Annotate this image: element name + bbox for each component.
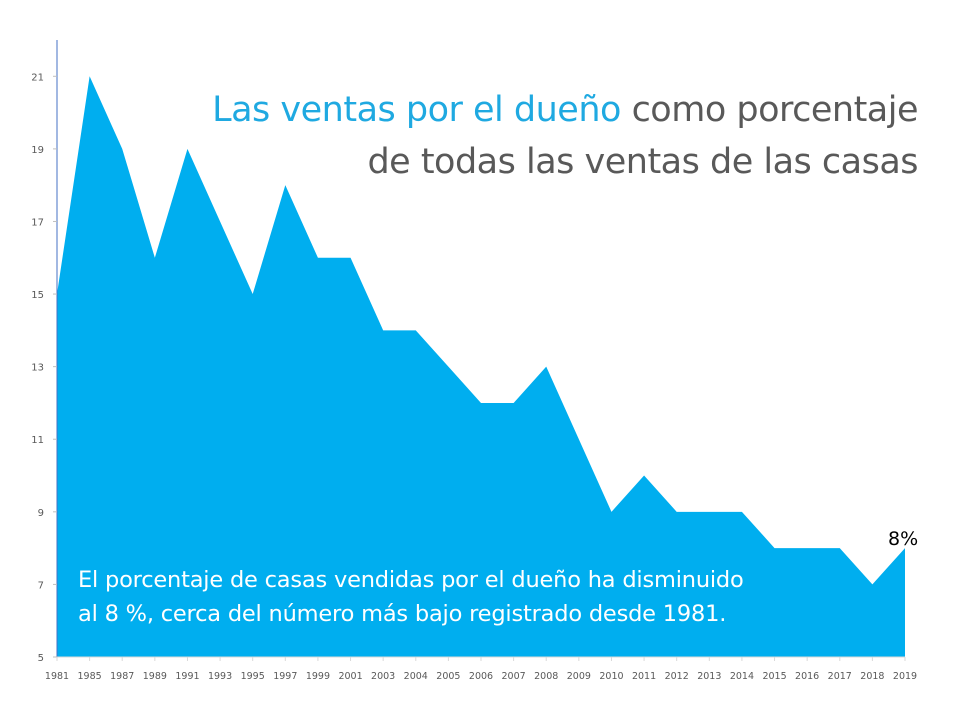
chart-annotation: El porcentaje de casas vendidas por el d… [78,563,744,631]
x-tick-label: 2007 [502,671,526,682]
x-tick-label: 2018 [860,671,884,682]
y-tick-label: 5 [38,653,44,664]
x-tick-label: 2016 [795,671,819,682]
title-rest: como porcentaje [620,90,919,130]
x-tick-label: 2006 [469,671,493,682]
x-tick-label: 2010 [599,671,623,682]
y-tick-label: 15 [31,290,44,301]
title-highlight: Las ventas por el dueño [212,90,621,130]
x-tick-label: 2011 [632,671,656,682]
x-tick-label: 1987 [110,671,134,682]
x-tick-label: 1985 [78,671,102,682]
x-tick-label: 1991 [175,671,199,682]
x-tick-label: 2004 [404,671,428,682]
x-tick-label: 1999 [306,671,330,682]
x-tick-label: 1995 [241,671,265,682]
x-tick-label: 2014 [730,671,754,682]
y-tick-label: 9 [38,508,44,519]
x-tick-label: 2005 [436,671,460,682]
title-line2: de todas las ventas de las casas [367,142,918,182]
x-tick-label: 2012 [665,671,689,682]
x-tick-label: 1981 [45,671,69,682]
x-tick-label: 2019 [893,671,917,682]
area-series [57,76,905,657]
chart-title: Las ventas por el dueño como porcentaje … [212,84,918,188]
y-tick-label: 11 [31,435,44,446]
y-tick-label: 17 [31,217,44,228]
annotation-line2: al 8 %, cerca del número más bajo regist… [78,601,727,627]
x-tick-label: 2008 [534,671,558,682]
x-tick-label: 2001 [338,671,362,682]
x-tick-label: 2015 [762,671,786,682]
y-tick-label: 21 [31,72,44,83]
x-tick-label: 2003 [371,671,395,682]
x-tick-label: 1993 [208,671,232,682]
x-tick-label: 2013 [697,671,721,682]
y-tick-label: 19 [31,145,44,156]
y-tick-label: 13 [31,363,44,374]
x-tick-label: 2017 [828,671,852,682]
annotation-line1: El porcentaje de casas vendidas por el d… [78,567,744,593]
x-tick-label: 1989 [143,671,167,682]
x-tick-label: 1997 [273,671,297,682]
x-tick-label: 2009 [567,671,591,682]
end-value-label: 8% [888,528,919,550]
y-tick-label: 7 [38,580,44,591]
